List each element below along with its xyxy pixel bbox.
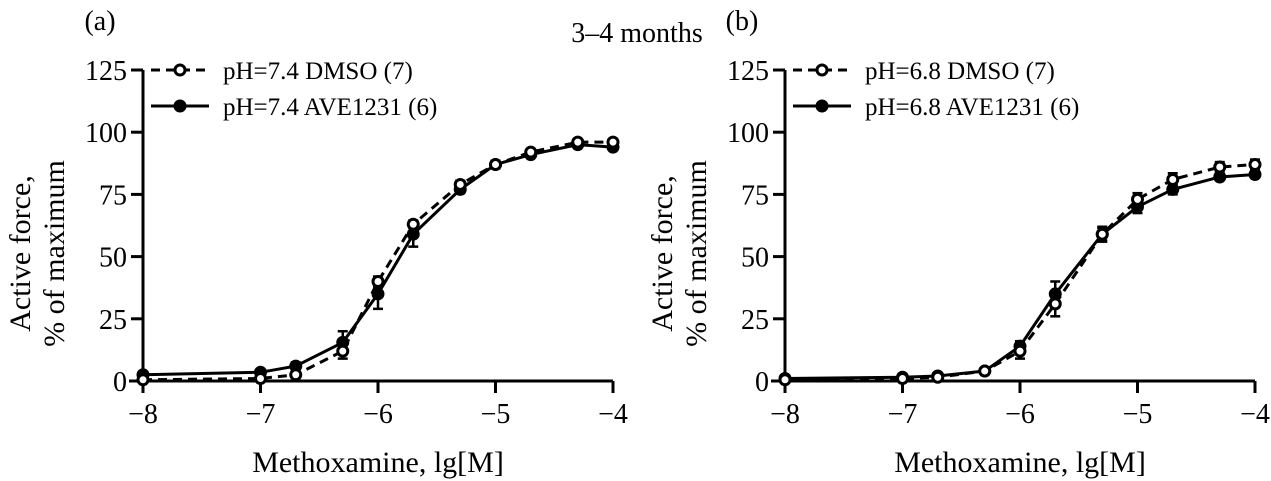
x-tick-label: −8 [770,399,800,430]
y-tick-label: 100 [727,118,769,149]
legend-marker [173,99,187,113]
legend-marker [815,99,829,113]
y-tick-label: 0 [113,367,127,398]
x-tick-label: −8 [128,399,158,430]
legend-item: pH=7.4 DMSO (7) [151,58,413,85]
series-line [142,143,614,377]
data-point [1248,158,1262,172]
y-tick-label: 100 [85,118,127,149]
legend-item: pH=6.8 AVE1231 (6) [793,94,1079,121]
legend-label: pH=7.4 DMSO (7) [223,58,413,85]
y-tick-label: 50 [99,243,127,274]
panel-label: (a) [84,6,115,37]
y-tick-label: 125 [85,56,127,87]
data-point [254,372,267,386]
data-point [1166,172,1180,186]
data-point [336,344,350,358]
legend-item: pH=6.8 DMSO (7) [793,58,1055,85]
series-line [142,140,613,382]
data-point [1213,160,1227,174]
data-point [571,135,585,149]
series-line [784,163,1256,382]
y-axis-label-line2: % of maximum [38,160,71,347]
x-tick-label: −5 [1123,399,1153,430]
y-tick-label: 75 [99,180,127,211]
y-tick-label: 0 [755,367,769,398]
x-tick-label: −6 [363,399,393,430]
x-tick-label: −5 [481,399,511,430]
data-point [606,135,620,149]
panel-a: (a) −8 −7 −6 −5 −4 0 25 50 75 100 125 Methoxamine, l… [4,6,628,479]
data-point [1048,297,1062,311]
x-tick-label: −6 [1005,399,1035,430]
data-point [406,217,420,231]
legend-label: pH=7.4 AVE1231 (6) [223,94,437,121]
series-dmso [778,158,1262,387]
data-point [453,177,467,191]
figure-title: 3–4 months [571,18,702,49]
data-point [931,370,945,384]
data-point [1095,227,1109,241]
y-tick-label: 125 [727,56,769,87]
data-point [896,372,909,386]
legend-item: pH=7.4 AVE1231 (6) [151,94,437,121]
panel-label: (b) [726,6,759,37]
data-point [1248,167,1262,181]
legend-label: pH=6.8 AVE1231 (6) [865,94,1079,121]
x-tick-label: −4 [598,399,628,430]
y-tick-label: 50 [741,243,769,274]
y-tick-label: 25 [741,305,769,336]
legend-marker [815,63,829,77]
data-point [371,274,385,288]
data-point [524,145,538,159]
data-point [978,364,992,378]
legend-marker [173,63,187,77]
panel-b: (b) −8 −7 −6 −5 −4 0 25 50 75 100 125 Methoxamine, l… [646,6,1270,479]
data-point [778,373,792,387]
x-tick-label: −4 [1240,399,1270,430]
series-ave1231 [136,138,620,382]
x-tick-label: −7 [888,399,918,430]
x-axis-label: Methoxamine, lg[M] [252,446,504,479]
data-point [1131,192,1144,206]
y-axis-label-line1: Active force, [4,175,37,332]
data-point [406,227,420,241]
series-dmso [136,135,620,387]
y-tick-label: 25 [99,305,127,336]
legend-label: pH=6.8 DMSO (7) [865,58,1055,85]
y-axis-label-line2: % of maximum [680,160,713,347]
x-axis-label: Methoxamine, lg[M] [894,446,1146,479]
data-point [289,368,303,382]
data-point [1013,344,1027,358]
data-point [1213,170,1227,184]
data-point [489,158,502,172]
x-tick-label: −7 [246,399,276,430]
data-point [136,373,150,387]
y-tick-label: 75 [741,180,769,211]
y-axis-label-line1: Active force, [646,175,679,332]
